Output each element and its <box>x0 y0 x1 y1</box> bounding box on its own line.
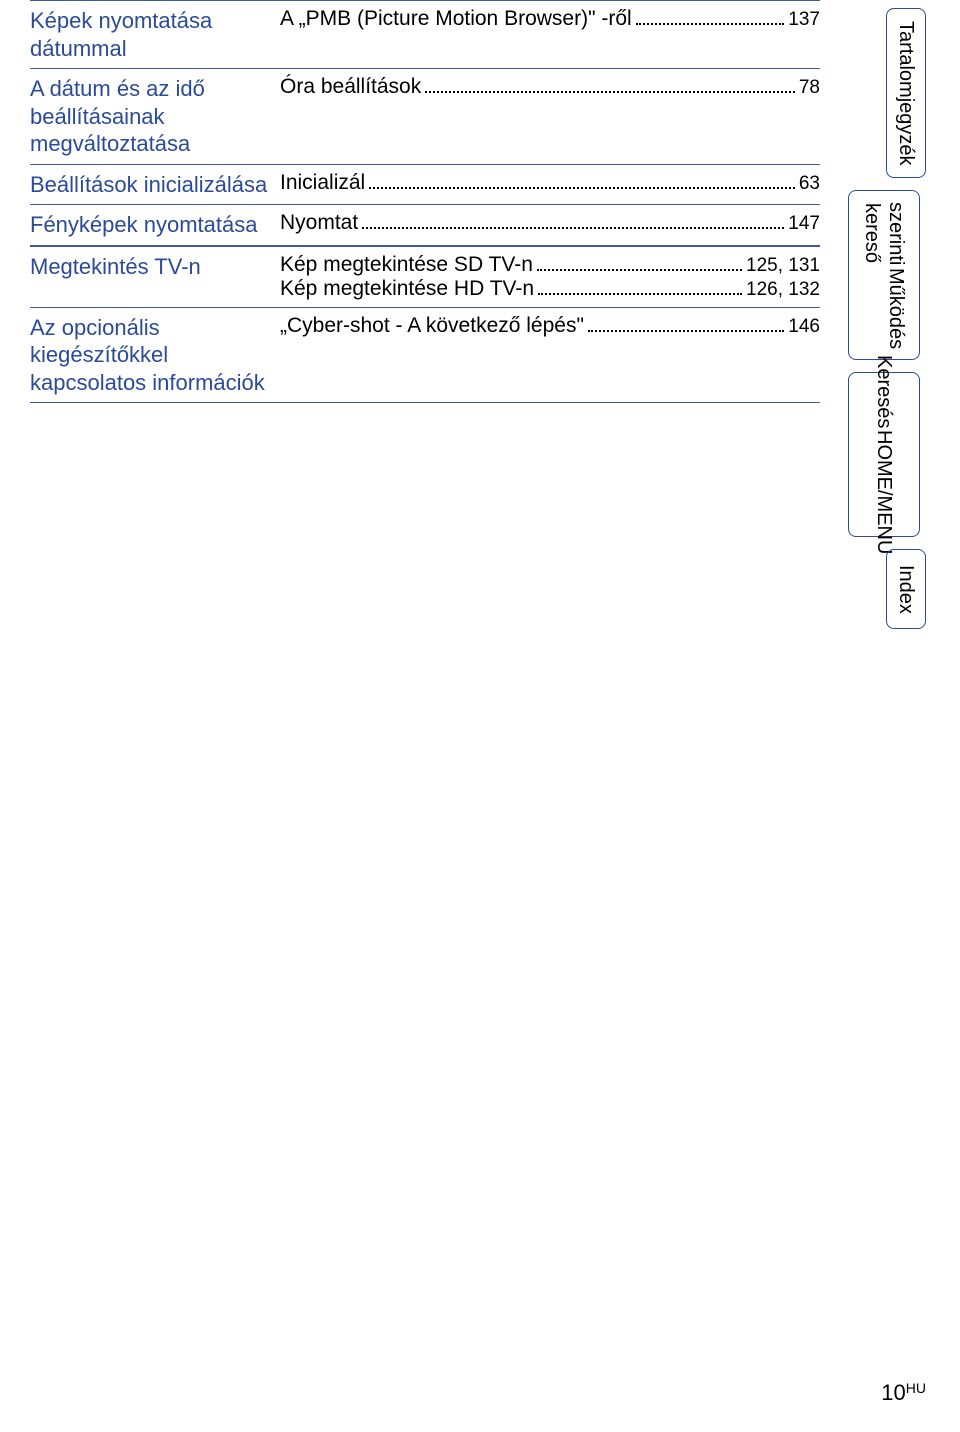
entry-page: 63 <box>799 173 820 195</box>
row-entries: Nyomtat 147 <box>280 211 820 235</box>
tab-label: Tartalomjegyzék <box>894 21 918 166</box>
entry[interactable]: A „PMB (Picture Motion Browser)" -ről 13… <box>280 7 820 31</box>
entry[interactable]: Inicializál 63 <box>280 171 820 195</box>
row-heading: A dátum és az idő beállításainak megvált… <box>30 75 280 158</box>
tab-index[interactable]: Index <box>886 549 926 629</box>
row-entries: „Cyber-shot - A következő lépés" 146 <box>280 314 820 338</box>
entry[interactable]: Nyomtat 147 <box>280 211 820 235</box>
table-row: Az opcionális kiegészítőkkel kapcsolatos… <box>30 307 820 404</box>
entry-page: 137 <box>788 9 820 31</box>
entry-page: 147 <box>788 213 820 235</box>
page-lang: HU <box>906 1380 926 1396</box>
leader-dots <box>362 212 784 229</box>
toc-table: Képek nyomtatása dátummal A „PMB (Pictur… <box>30 0 820 403</box>
entry-page: 126, 132 <box>746 279 820 301</box>
row-entries: Inicializál 63 <box>280 171 820 195</box>
tab-toc[interactable]: Tartalomjegyzék <box>886 8 926 178</box>
tab-operation-search[interactable]: szerinti kereső Működés <box>848 190 920 360</box>
tab-label: Index <box>894 565 918 614</box>
leader-dots <box>588 315 784 332</box>
row-heading: Képek nyomtatása dátummal <box>30 7 280 62</box>
entry-label: Inicializál <box>280 171 365 195</box>
tab-home-menu[interactable]: Keresés HOME/MENU <box>848 372 920 537</box>
entry[interactable]: Óra beállítások 78 <box>280 75 820 99</box>
entry-label: Kép megtekintése HD TV-n <box>280 277 534 301</box>
entry-label: „Cyber-shot - A következő lépés" <box>280 314 584 338</box>
row-entries: A „PMB (Picture Motion Browser)" -ről 13… <box>280 7 820 31</box>
entry[interactable]: Kép megtekintése HD TV-n 126, 132 <box>280 277 820 301</box>
table-row: A dátum és az idő beállításainak megvált… <box>30 68 820 164</box>
table-row: Beállítások inicializálása Inicializál 6… <box>30 164 820 205</box>
table-row: Képek nyomtatása dátummal A „PMB (Pictur… <box>30 0 820 68</box>
row-heading: Megtekintés TV-n <box>30 253 280 281</box>
row-heading: Az opcionális kiegészítőkkel kapcsolatos… <box>30 314 280 397</box>
page-num: 10 <box>881 1380 905 1405</box>
table-row: Fényképek nyomtatása Nyomtat 147 <box>30 204 820 245</box>
row-entries: Óra beállítások 78 <box>280 75 820 99</box>
row-heading: Fényképek nyomtatása <box>30 211 280 239</box>
entry-page: 78 <box>799 77 820 99</box>
side-tabs: Tartalomjegyzék szerinti kereső Működés … <box>848 8 930 629</box>
entry[interactable]: „Cyber-shot - A következő lépés" 146 <box>280 314 820 338</box>
entry[interactable]: Kép megtekintése SD TV-n 125, 131 <box>280 253 820 277</box>
row-entries: Kép megtekintése SD TV-n 125, 131 Kép me… <box>280 253 820 301</box>
tab-label-line: Keresés <box>872 355 896 428</box>
table-row: Megtekintés TV-n Kép megtekintése SD TV-… <box>30 245 820 307</box>
entry-label: Nyomtat <box>280 211 358 235</box>
leader-dots <box>369 172 795 189</box>
leader-dots <box>537 254 742 271</box>
tab-label-line: szerinti kereső <box>860 201 908 266</box>
page-number: 10HU <box>881 1380 926 1406</box>
leader-dots <box>636 8 785 25</box>
entry-label: Kép megtekintése SD TV-n <box>280 253 533 277</box>
leader-dots <box>538 278 742 295</box>
row-heading: Beállítások inicializálása <box>30 171 280 199</box>
entry-page: 146 <box>788 316 820 338</box>
entry-label: A „PMB (Picture Motion Browser)" -ről <box>280 7 632 31</box>
tab-label-line: Működés <box>860 268 908 349</box>
leader-dots <box>425 76 795 93</box>
entry-label: Óra beállítások <box>280 75 421 99</box>
entry-page: 125, 131 <box>746 255 820 277</box>
tab-label-line: HOME/MENU <box>872 430 896 554</box>
